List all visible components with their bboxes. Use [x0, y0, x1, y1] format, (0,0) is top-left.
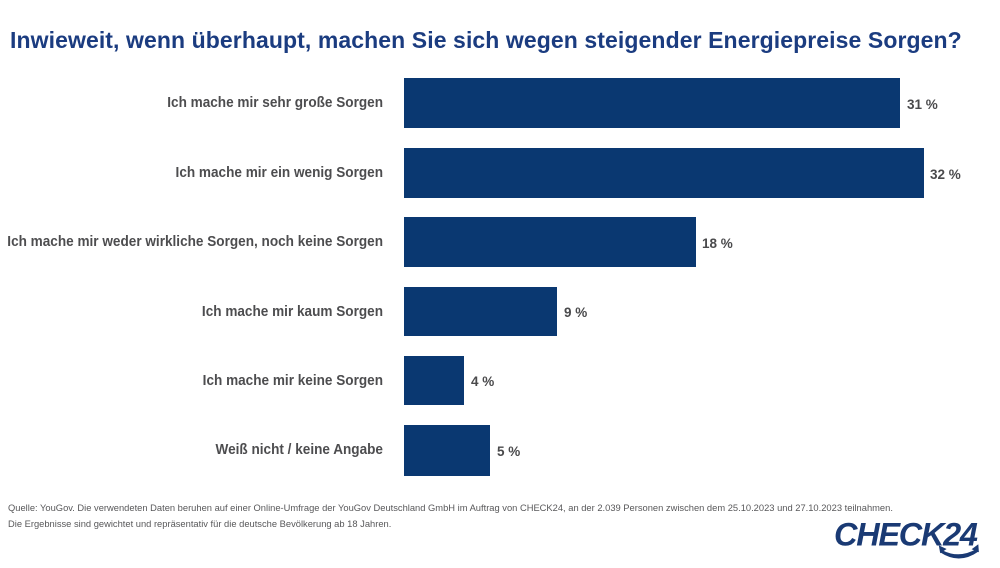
svg-text:CHECK24: CHECK24 — [834, 521, 978, 552]
